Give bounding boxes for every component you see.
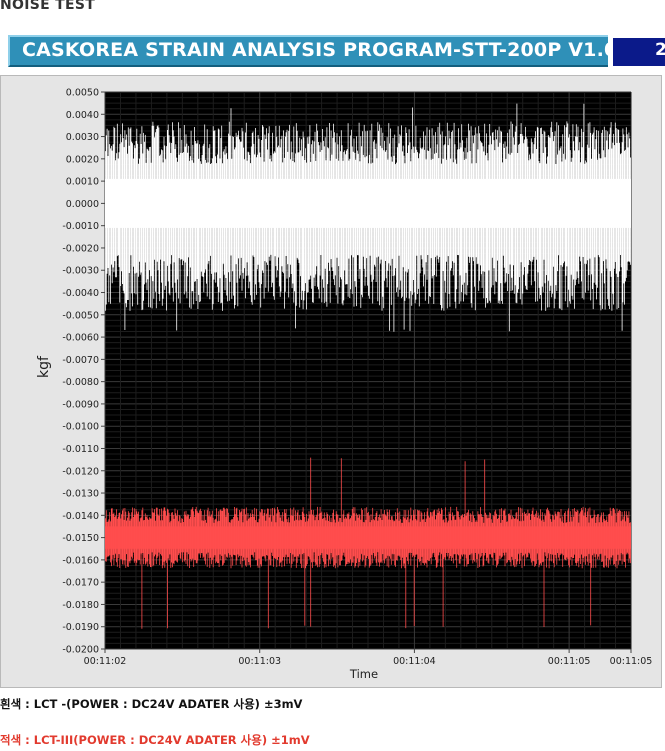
y-tick-label: -0.0040	[62, 288, 99, 299]
y-tick-label: -0.0120	[62, 466, 99, 477]
x-tick-label: 00:11:05	[610, 656, 653, 667]
status-text: 2	[655, 40, 665, 60]
x-axis-label: Time	[349, 667, 378, 681]
y-tick-label: -0.0110	[62, 444, 99, 455]
x-axis-ticks: 00:11:02 00:11:03 00:11:04 00:11:05 00:11:05	[84, 649, 653, 667]
y-tick-label: -0.0130	[62, 489, 99, 500]
app-title: CASKOREA STRAIN ANALYSIS PROGRAM-STT-200…	[22, 39, 618, 61]
y-tick-label: 0.0020	[66, 154, 99, 165]
caption-red-series: 적색 : LCT-III(POWER : DC24V ADATER 사용) ±1…	[0, 733, 310, 747]
y-tick-label: -0.0180	[62, 600, 99, 611]
y-tick-label: -0.0080	[62, 377, 99, 388]
status-bar: 2	[613, 38, 665, 66]
y-tick-label: -0.0050	[62, 310, 99, 321]
y-tick-label: -0.0010	[62, 221, 99, 232]
y-axis-ticks: 0.0050 0.0040 0.0030 0.0020 0.0010 0.0000 -0.0…	[62, 88, 105, 656]
page-heading: NOISE TEST	[0, 0, 96, 13]
y-tick-label: -0.0060	[62, 333, 99, 344]
y-tick-label: 0.0050	[66, 88, 99, 99]
y-tick-label: -0.0090	[62, 399, 99, 410]
y-tick-label: -0.0150	[62, 533, 99, 544]
y-axis-label: kgf	[36, 355, 52, 378]
y-tick-label: -0.0140	[62, 511, 99, 522]
series-red	[105, 457, 631, 629]
y-tick-label: -0.0160	[62, 555, 99, 566]
y-tick-label: -0.0020	[62, 243, 99, 254]
x-tick-label: 00:11:05	[548, 656, 591, 667]
y-tick-label: -0.0070	[62, 355, 99, 366]
y-tick-label: 0.0040	[66, 110, 99, 121]
x-tick-label: 00:11:02	[84, 656, 127, 667]
y-tick-label: -0.0190	[62, 622, 99, 633]
x-tick-label: 00:11:04	[393, 656, 436, 667]
y-tick-label: 0.0000	[66, 199, 99, 210]
caption-white-series: 흰색 : LCT -(POWER : DC24V ADATER 사용) ±3mV	[0, 697, 303, 711]
series-noise-trace	[105, 103, 631, 332]
series-white	[105, 103, 631, 332]
noise-chart: 0.0050 0.0040 0.0030 0.0020 0.0010 0.0000 -0.0…	[36, 88, 653, 682]
y-tick-label: -0.0170	[62, 578, 99, 589]
y-tick-label: -0.0200	[62, 645, 99, 656]
x-tick-label: 00:11:03	[238, 656, 281, 667]
y-tick-label: -0.0030	[62, 266, 99, 277]
y-tick-label: 0.0030	[66, 132, 99, 143]
series-noise-trace	[105, 457, 631, 629]
y-tick-label: -0.0100	[62, 422, 99, 433]
app-title-bar: CASKOREA STRAIN ANALYSIS PROGRAM-STT-200…	[8, 35, 617, 67]
y-tick-label: 0.0010	[66, 177, 99, 188]
